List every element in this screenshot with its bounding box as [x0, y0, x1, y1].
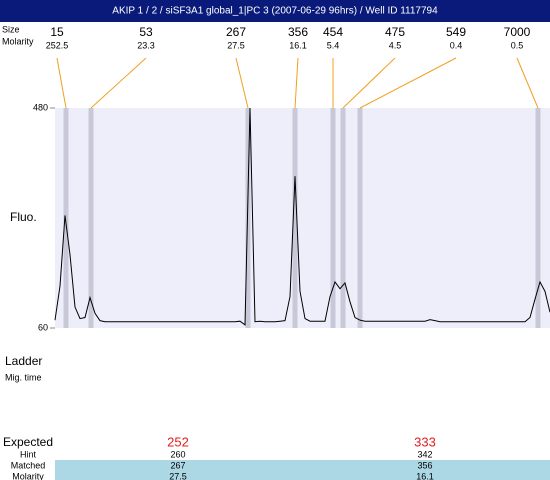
table-cell: 27.5: [169, 471, 187, 480]
leader-line: [516, 57, 539, 109]
peak-band: [340, 108, 346, 328]
peak-molarity: 4.5: [389, 40, 402, 50]
y-tick-label: 480: [33, 102, 48, 112]
peak-size: 356: [288, 25, 308, 39]
peak-band: [535, 108, 541, 328]
leader-line: [235, 57, 249, 109]
title-bar: [0, 0, 550, 22]
molarity-label: Molarity: [2, 36, 34, 46]
peak-size: 549: [446, 25, 466, 39]
ladder-sublabel: Mig. time: [5, 372, 42, 382]
peak-size: 267: [226, 25, 246, 39]
leader-line: [294, 57, 299, 109]
peak-band: [88, 108, 94, 328]
peak-size: 454: [323, 25, 343, 39]
peak-band: [292, 108, 298, 328]
plot-area: [55, 108, 550, 328]
peak-band: [357, 108, 363, 328]
table-cell: 252: [167, 434, 189, 449]
ladder-label: Ladder: [5, 354, 42, 368]
table-cell: 267: [170, 460, 185, 470]
peak-molarity: 27.5: [227, 40, 245, 50]
leader-line: [56, 57, 67, 109]
row-label: Hint: [20, 449, 37, 459]
table-cell: 260: [170, 449, 185, 459]
row-label: Molarity: [12, 471, 44, 480]
y-label: Fluo.: [10, 210, 37, 224]
table-cell: 16.1: [416, 471, 434, 480]
table-cell: 342: [417, 449, 432, 459]
peak-band: [245, 108, 251, 328]
peak-molarity: 252.5: [46, 40, 69, 50]
peak-band: [330, 108, 336, 328]
peak-molarity: 23.3: [137, 40, 155, 50]
peak-size: 475: [385, 25, 405, 39]
table-cell: 356: [417, 460, 432, 470]
leader-line: [342, 57, 396, 109]
peak-molarity: 5.4: [327, 40, 340, 50]
title: AKIP 1 / 2 / siSF3A1 global_1|PC 3 (2007…: [112, 6, 438, 17]
y-tick-label: 60: [38, 322, 48, 332]
peak-size: 15: [50, 25, 64, 39]
row-label: Matched: [11, 460, 46, 470]
trace: [54, 107, 550, 326]
peak-molarity: 0.4: [450, 40, 463, 50]
row-label: Expected: [3, 435, 53, 449]
size-label: Size: [2, 24, 20, 34]
peak-size: 53: [139, 25, 153, 39]
table-cell: 333: [414, 434, 436, 449]
matched-row-bg: [55, 460, 550, 480]
peak-molarity: 16.1: [289, 40, 307, 50]
peak-molarity: 0.5: [511, 40, 524, 50]
peak-size: 7000: [504, 25, 531, 39]
peak-band: [63, 108, 69, 328]
leader-line: [359, 57, 457, 109]
leader-line: [90, 57, 147, 109]
